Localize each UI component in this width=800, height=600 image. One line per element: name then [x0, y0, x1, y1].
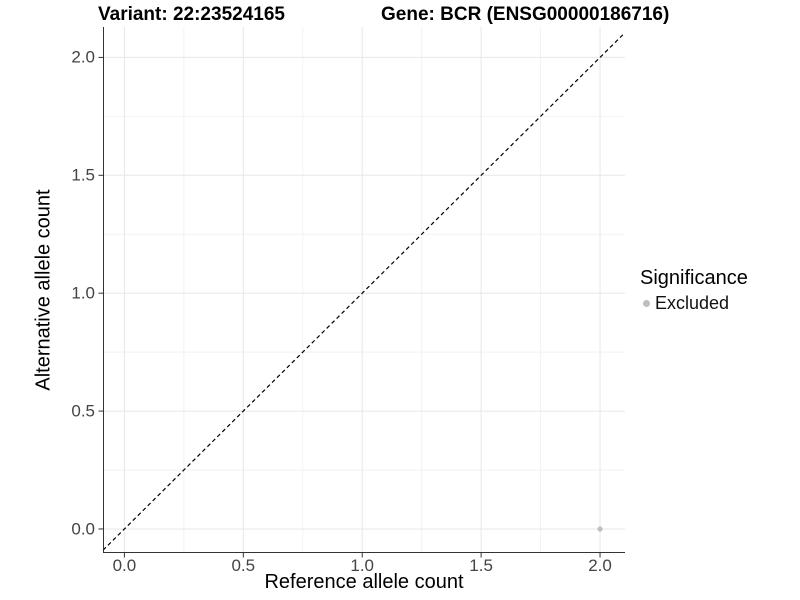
- y-tick-label: 0.0: [71, 519, 95, 539]
- plot-title-gene: Gene: BCR (ENSG00000186716): [381, 4, 670, 25]
- x-axis-title: Reference allele count: [264, 571, 464, 593]
- y-tick-label: 0.5: [71, 401, 95, 421]
- legend-point-icon: [643, 300, 650, 307]
- x-tick-label: 0.5: [231, 556, 256, 575]
- plot-title-variant: Variant: 22:23524165: [98, 4, 285, 25]
- legend-item-excluded: Excluded: [643, 293, 748, 314]
- y-axis-title: Alternative allele count: [32, 189, 55, 391]
- data-point: [597, 526, 603, 532]
- y-tick-label: 2.0: [71, 47, 95, 67]
- x-tick-label: 1.5: [469, 556, 493, 575]
- legend-title: Significance: [640, 267, 748, 289]
- x-tick-label: 2.0: [588, 556, 612, 575]
- plot-panel: [98, 27, 626, 558]
- y-tick-label: 1.0: [71, 283, 95, 303]
- y-tick-label: 1.5: [71, 165, 95, 185]
- x-tick-label: 0.0: [112, 556, 137, 575]
- x-tick-label: 1.0: [350, 556, 375, 575]
- legend-item-label: Excluded: [655, 293, 730, 313]
- legend: Significance Excluded: [640, 267, 748, 314]
- identity-dashed-line: [102, 32, 626, 551]
